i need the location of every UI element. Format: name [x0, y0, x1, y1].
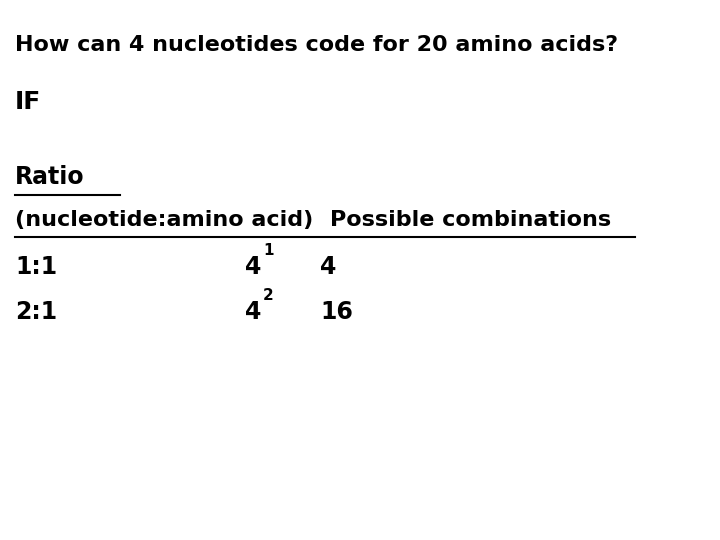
Text: 1: 1 — [263, 243, 274, 258]
Text: 2:1: 2:1 — [15, 300, 57, 324]
Text: (nucleotide:amino acid): (nucleotide:amino acid) — [15, 210, 313, 230]
Text: 4: 4 — [245, 300, 261, 324]
Text: 4: 4 — [245, 255, 261, 279]
Text: How can 4 nucleotides code for 20 amino acids?: How can 4 nucleotides code for 20 amino … — [15, 35, 618, 55]
Text: 2: 2 — [263, 288, 274, 303]
Text: 16: 16 — [320, 300, 353, 324]
Text: Ratio: Ratio — [15, 165, 85, 189]
Text: 4: 4 — [320, 255, 336, 279]
Text: Possible combinations: Possible combinations — [330, 210, 611, 230]
Text: 1:1: 1:1 — [15, 255, 57, 279]
Text: IF: IF — [15, 90, 41, 114]
